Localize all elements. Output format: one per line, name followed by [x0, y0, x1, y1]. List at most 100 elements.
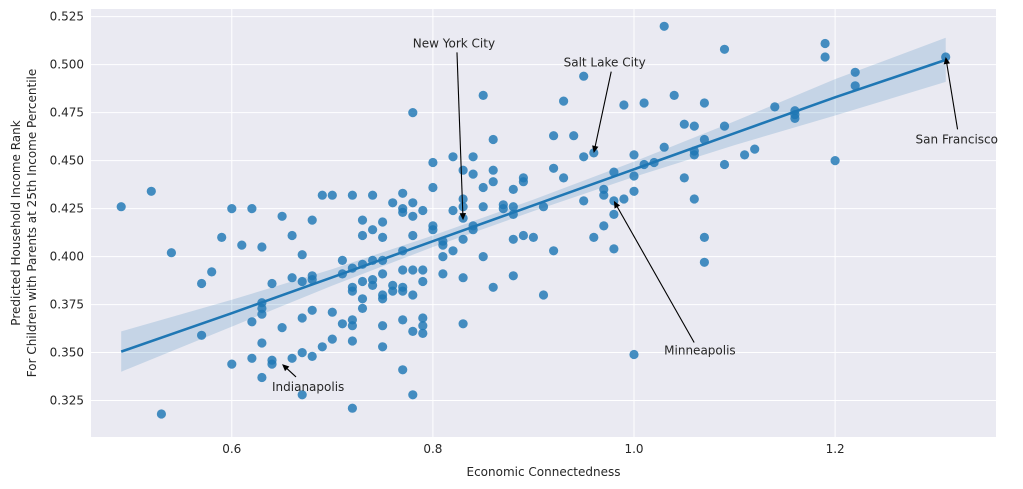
annotation-arrow-head [592, 145, 599, 153]
data-point [327, 307, 337, 317]
data-point [166, 248, 176, 258]
data-point [790, 113, 800, 123]
data-point [327, 190, 337, 200]
data-point [699, 134, 710, 145]
data-point [257, 338, 267, 348]
data-point [699, 257, 710, 267]
data-point [488, 177, 498, 187]
data-point [599, 190, 609, 200]
data-point [408, 198, 418, 208]
data-point [227, 359, 237, 369]
annotation-label: Minneapolis [664, 343, 736, 357]
annotation-arrow-shaft [285, 367, 297, 378]
annotation-arrow-head [613, 200, 621, 209]
data-point [850, 81, 860, 91]
data-point [357, 215, 368, 225]
data-point [418, 265, 428, 275]
x-tick-label: 1.2 [826, 442, 845, 456]
x-tick-label: 0.8 [423, 442, 442, 456]
data-point [357, 303, 368, 313]
data-point [508, 271, 518, 281]
data-point [458, 165, 468, 175]
data-point [659, 142, 669, 152]
data-point [488, 282, 498, 292]
data-point [398, 286, 408, 296]
y-ticks: 0.325 0.350 0.375 0.400 0.425 0.450 0.475 0.500… [50, 10, 84, 408]
data-point [388, 198, 398, 208]
annotation-arrow-head [459, 213, 466, 221]
data-point [478, 202, 488, 212]
x-tick-label: 0.6 [222, 442, 241, 456]
data-point [267, 359, 277, 369]
data-point [146, 186, 156, 196]
data-point [408, 326, 418, 336]
data-point [619, 194, 629, 204]
data-point [549, 131, 559, 141]
data-point [408, 265, 418, 275]
data-point [257, 242, 267, 252]
data-point [629, 186, 639, 196]
data-point [689, 194, 699, 204]
data-point [378, 294, 388, 304]
data-point [207, 267, 217, 277]
data-point [699, 232, 710, 242]
data-point [287, 353, 297, 363]
grid [91, 9, 996, 437]
data-point [378, 232, 388, 242]
data-point [448, 246, 458, 256]
plot-background [91, 9, 996, 437]
data-point [197, 330, 207, 340]
data-point [418, 276, 428, 287]
data-point [347, 403, 357, 413]
data-point [247, 317, 257, 327]
y-tick-label: 0.450 [50, 154, 84, 168]
data-point [458, 194, 468, 204]
data-point [257, 372, 267, 383]
x-axis-label: Economic Connectedness [466, 465, 620, 479]
data-point [689, 150, 699, 160]
data-point [317, 342, 327, 352]
annotation-arrow-shaft [615, 205, 695, 343]
y-tick-label: 0.475 [50, 106, 84, 120]
data-point [247, 353, 257, 363]
data-point [347, 321, 357, 331]
data-point [609, 244, 619, 254]
data-point [418, 313, 428, 323]
data-point [820, 52, 830, 62]
data-point [559, 96, 569, 106]
data-point [599, 221, 609, 231]
data-point [428, 157, 438, 168]
data-point [629, 150, 639, 160]
data-point [629, 349, 639, 360]
data-point [669, 90, 679, 100]
data-point [337, 255, 347, 265]
x-tick-label: 1.0 [624, 442, 643, 456]
annotation-arrow-head [282, 364, 290, 372]
data-point [277, 323, 287, 333]
data-point [478, 252, 488, 262]
data-point [478, 182, 488, 193]
data-point [227, 204, 237, 214]
data-point [307, 351, 317, 361]
y-tick-label: 0.350 [50, 346, 84, 360]
data-point [378, 321, 388, 331]
data-point [297, 250, 307, 260]
data-point [277, 211, 287, 221]
data-point [428, 182, 438, 193]
regression-line [120, 58, 947, 353]
data-point [428, 225, 438, 235]
data-point [659, 21, 669, 31]
data-point [468, 152, 478, 162]
data-point [528, 232, 539, 242]
x-ticks: 0.6 0.8 1.0 1.2 [222, 442, 844, 456]
data-point [498, 204, 508, 214]
data-point [719, 44, 730, 54]
data-point [307, 275, 317, 285]
data-point [609, 209, 619, 219]
data-point [468, 169, 478, 179]
data-point [569, 131, 579, 141]
data-point [438, 252, 448, 262]
data-point [719, 159, 730, 170]
data-point [398, 188, 408, 198]
